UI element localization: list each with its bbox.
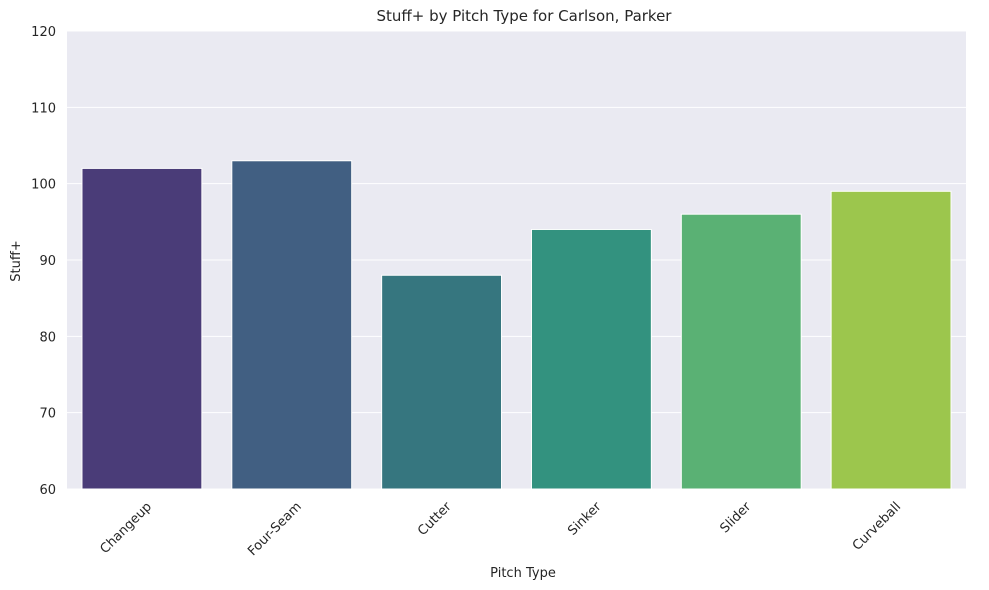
gridlines [67,30,966,490]
x-axis-ticks: Changeup Four-Seam Cutter Sinker Slider Curve… [98,499,905,559]
x-tick-label: Slider [717,499,754,536]
bar-changeup [81,167,203,490]
y-tick-label: 110 [31,101,56,116]
x-axis-label: Pitch Type [490,566,556,581]
chart-title: Stuff+ by Pitch Type for Carlson, Parker [377,7,673,25]
y-axis-label: Stuff+ [9,240,24,281]
bar-four-seam [231,160,353,490]
x-tick-label: Four-Seam [245,499,305,559]
y-tick-label: 100 [31,178,56,193]
y-tick-label: 60 [39,483,56,498]
bar-curveball [830,190,952,490]
x-tick-label: Curveball [850,499,904,553]
bar-cutter [381,274,503,490]
y-tick-label: 80 [39,330,56,345]
y-tick-label: 90 [39,254,56,269]
x-tick-label: Changeup [98,499,155,556]
bar-sinker [530,228,652,490]
bar-slider [680,213,802,490]
y-tick-label: 70 [39,407,56,422]
x-tick-label: Sinker [565,499,605,539]
bars [81,160,952,490]
y-tick-label: 120 [31,25,56,40]
y-axis-ticks: 60 70 80 90 100 110 120 [31,25,56,498]
x-tick-label: Cutter [415,499,455,539]
